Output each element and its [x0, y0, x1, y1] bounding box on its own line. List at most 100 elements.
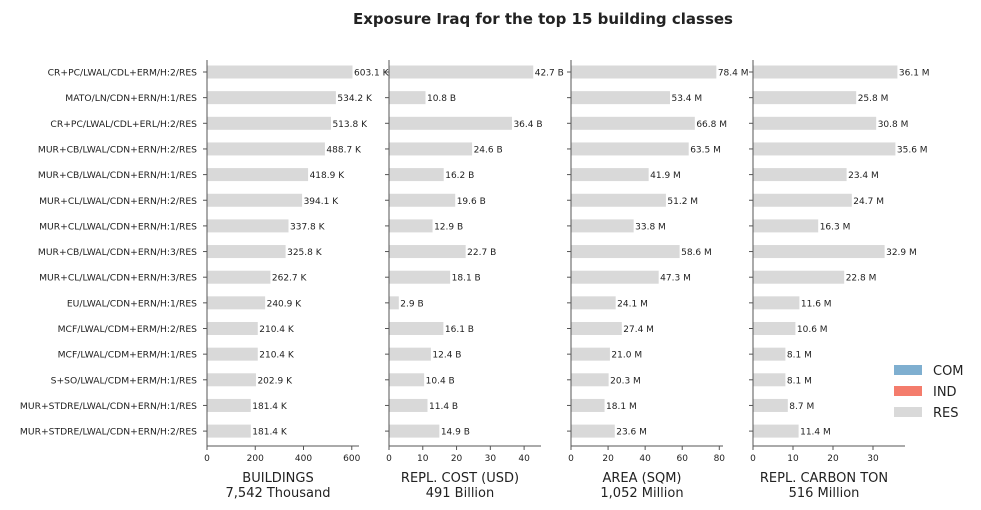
data-label: 24.7 M	[853, 197, 884, 207]
legend-label-com: COM	[933, 364, 964, 379]
category-label: MATO/LN/CDN+ERN/H:1/RES	[65, 93, 197, 104]
data-label: 12.4 B	[432, 351, 461, 361]
legend: COM IND RES	[894, 364, 964, 421]
data-label: 66.8 M	[696, 120, 727, 130]
bar	[207, 270, 271, 284]
bar	[753, 91, 857, 105]
category-label: MUR+STDRE/LWAL/CDN+ERN/H:2/RES	[20, 427, 197, 438]
bar	[207, 142, 325, 156]
data-label: 23.6 M	[616, 428, 647, 438]
bar	[207, 347, 258, 361]
panel-3: 78.4 M 53.4 M 66.8 M 63.5 M 41.9 M 51.2 M 33.8…	[567, 60, 748, 501]
data-label: 8.1 M	[787, 376, 812, 386]
x-axis-label: REPL. CARBON TON	[760, 471, 888, 486]
data-label: 32.9 M	[886, 248, 917, 258]
data-label: 20.3 M	[610, 376, 641, 386]
legend-swatch-com	[894, 365, 922, 375]
category-label: MUR+CL/LWAL/CDN+ERN/H:1/RES	[39, 221, 197, 232]
x-axis-total: 516 Million	[789, 486, 860, 501]
panel-1: 603.1 K 534.2 K 513.8 K 488.7 K 418.9 K 394.1…	[203, 60, 390, 501]
bar	[571, 116, 695, 130]
bar	[571, 322, 622, 335]
data-label: 42.7 B	[535, 69, 564, 79]
data-label: 21.0 M	[611, 351, 642, 361]
x-axis-total: 1,052 Million	[600, 486, 683, 501]
data-label: 10.6 M	[797, 325, 828, 335]
x-tick-label: 0	[204, 454, 210, 464]
bar	[753, 65, 898, 79]
data-label: 24.6 B	[474, 145, 503, 155]
legend-label-res: RES	[933, 406, 959, 421]
category-label: MUR+CB/LWAL/CDN+ERN/H:1/RES	[38, 170, 197, 181]
data-label: 16.3 M	[820, 222, 851, 232]
bar	[571, 424, 615, 438]
bar	[389, 193, 456, 207]
bar	[753, 322, 796, 335]
category-label: MUR+CL/LWAL/CDN+ERN/H:2/RES	[39, 196, 197, 207]
bar	[753, 270, 845, 284]
data-label: 33.8 M	[635, 222, 666, 232]
bar	[389, 65, 534, 79]
bar	[389, 168, 444, 182]
bar	[207, 424, 251, 438]
category-label: MCF/LWAL/CDM+ERM/H:2/RES	[58, 324, 198, 335]
data-label: 11.6 M	[801, 299, 832, 309]
category-label: MUR+CL/LWAL/CDN+ERN/H:3/RES	[39, 273, 197, 284]
bar	[207, 322, 258, 335]
bar	[753, 296, 800, 310]
bar	[389, 245, 466, 259]
bar	[571, 270, 659, 284]
bar	[571, 65, 717, 79]
bar	[207, 168, 309, 182]
bar	[753, 373, 786, 387]
data-label: 63.5 M	[690, 145, 721, 155]
bar	[571, 245, 680, 259]
data-label: 534.2 K	[337, 94, 373, 104]
bar	[753, 424, 799, 438]
bar	[753, 219, 819, 233]
bar	[753, 116, 877, 130]
data-label: 58.6 M	[681, 248, 712, 258]
panels-layer: CR+PC/LWAL/CDL+ERM/H:2/RES MATO/LN/CDN+ER…	[20, 60, 930, 501]
bar	[753, 347, 786, 361]
data-label: 27.4 M	[623, 325, 654, 335]
x-tick-label: 20	[827, 454, 839, 464]
legend-label-ind: IND	[933, 385, 957, 400]
data-label: 47.3 M	[660, 274, 691, 284]
data-label: 22.8 M	[846, 274, 877, 284]
data-label: 16.2 B	[445, 171, 474, 181]
data-label: 14.9 B	[441, 428, 470, 438]
bar	[207, 116, 331, 130]
bar	[571, 91, 670, 105]
bar	[753, 245, 885, 259]
data-label: 2.9 B	[400, 299, 423, 309]
category-label: MUR+CB/LWAL/CDN+ERN/H:2/RES	[38, 144, 197, 155]
data-label: 41.9 M	[650, 171, 681, 181]
x-tick-label: 0	[750, 454, 756, 464]
x-tick-label: 10	[417, 454, 429, 464]
category-label: MUR+CB/LWAL/CDN+ERN/H:3/RES	[38, 247, 197, 258]
bar	[389, 347, 431, 361]
data-label: 337.8 K	[290, 222, 326, 232]
bar	[389, 116, 512, 130]
bar	[571, 193, 666, 207]
panel-4: 36.1 M 25.8 M 30.8 M 35.6 M 23.4 M 24.7 M 16.3…	[749, 60, 930, 501]
x-tick-label: 400	[295, 454, 312, 464]
x-tick-label: 60	[676, 454, 688, 464]
bar	[389, 296, 399, 310]
x-tick-label: 10	[787, 454, 799, 464]
bar	[389, 424, 440, 438]
bar	[571, 347, 610, 361]
data-label: 36.1 M	[899, 69, 930, 79]
data-label: 8.7 M	[789, 402, 814, 412]
bar	[389, 91, 426, 105]
data-label: 10.8 B	[427, 94, 456, 104]
category-label: CR+PC/LWAL/CDL+ERL/H:2/RES	[50, 119, 197, 130]
data-label: 210.4 K	[259, 351, 295, 361]
data-label: 22.7 B	[467, 248, 496, 258]
bar	[389, 322, 444, 335]
x-axis-label: REPL. COST (USD)	[401, 471, 519, 486]
data-label: 394.1 K	[304, 197, 340, 207]
data-label: 240.9 K	[267, 299, 303, 309]
